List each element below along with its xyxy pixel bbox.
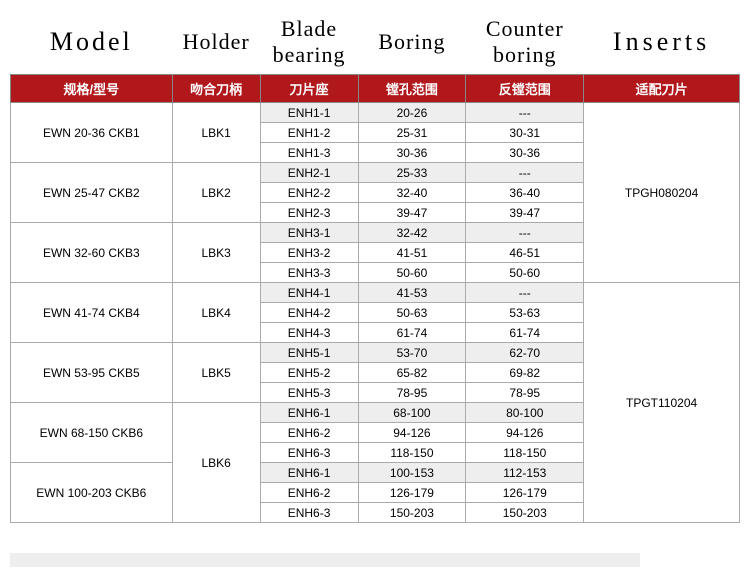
blade-cell: ENH6-1 xyxy=(260,463,358,483)
blade-cell: ENH3-2 xyxy=(260,243,358,263)
counter-cell: 112-153 xyxy=(466,463,584,483)
blade-cell: ENH6-3 xyxy=(260,443,358,463)
counter-cell: 94-126 xyxy=(466,423,584,443)
boring-cell: 61-74 xyxy=(358,323,466,343)
counter-cell: 39-47 xyxy=(466,203,584,223)
boring-cell: 41-53 xyxy=(358,283,466,303)
boring-cell: 32-40 xyxy=(358,183,466,203)
holder-cell: LBK3 xyxy=(172,223,260,283)
blade-cell: ENH1-3 xyxy=(260,143,358,163)
table-row: EWN 20-36 CKB1LBK1ENH1-120-26---TPGH0802… xyxy=(11,103,740,123)
model-cell: EWN 41-74 CKB4 xyxy=(11,283,173,343)
boring-cell: 94-126 xyxy=(358,423,466,443)
counter-cell: 80-100 xyxy=(466,403,584,423)
boring-cell: 53-70 xyxy=(358,343,466,363)
boring-cell: 150-203 xyxy=(358,503,466,523)
counter-cell: --- xyxy=(466,283,584,303)
counter-cell: 62-70 xyxy=(466,343,584,363)
model-cell: EWN 53-95 CKB5 xyxy=(11,343,173,403)
counter-cell: 118-150 xyxy=(466,443,584,463)
boring-cell: 41-51 xyxy=(358,243,466,263)
blade-cell: ENH1-1 xyxy=(260,103,358,123)
blade-cell: ENH2-2 xyxy=(260,183,358,203)
counter-cell: --- xyxy=(466,163,584,183)
table-row: EWN 41-74 CKB4LBK4ENH4-141-53---TPGT1102… xyxy=(11,283,740,303)
counter-cell: 36-40 xyxy=(466,183,584,203)
blade-cell: ENH6-1 xyxy=(260,403,358,423)
model-cell: EWN 20-36 CKB1 xyxy=(11,103,173,163)
col-blade-cn: 刀片座 xyxy=(260,75,358,103)
holder-cell: LBK2 xyxy=(172,163,260,223)
counter-cell: 30-36 xyxy=(466,143,584,163)
spec-table: Model Holder Blade bearing Boring Counte… xyxy=(10,10,740,523)
counter-cell: 53-63 xyxy=(466,303,584,323)
blade-cell: ENH4-3 xyxy=(260,323,358,343)
footer-bar xyxy=(10,553,640,567)
counter-cell: 69-82 xyxy=(466,363,584,383)
boring-cell: 39-47 xyxy=(358,203,466,223)
header-row-cn: 规格/型号 吻合刀柄 刀片座 镗孔范围 反镗范围 适配刀片 xyxy=(11,75,740,103)
col-inserts-en: Inserts xyxy=(584,10,740,75)
holder-cell: LBK6 xyxy=(172,403,260,523)
col-blade-en: Blade bearing xyxy=(260,10,358,75)
counter-cell: --- xyxy=(466,223,584,243)
boring-cell: 100-153 xyxy=(358,463,466,483)
boring-cell: 25-31 xyxy=(358,123,466,143)
col-counter-cn: 反镗范围 xyxy=(466,75,584,103)
boring-cell: 68-100 xyxy=(358,403,466,423)
table-body: EWN 20-36 CKB1LBK1ENH1-120-26---TPGH0802… xyxy=(11,103,740,523)
boring-cell: 25-33 xyxy=(358,163,466,183)
col-boring-en: Boring xyxy=(358,10,466,75)
counter-cell: 50-60 xyxy=(466,263,584,283)
boring-cell: 30-36 xyxy=(358,143,466,163)
col-counter-en: Counter boring xyxy=(466,10,584,75)
blade-cell: ENH3-3 xyxy=(260,263,358,283)
boring-cell: 126-179 xyxy=(358,483,466,503)
boring-cell: 65-82 xyxy=(358,363,466,383)
boring-cell: 50-63 xyxy=(358,303,466,323)
counter-cell: 30-31 xyxy=(466,123,584,143)
boring-cell: 50-60 xyxy=(358,263,466,283)
counter-cell: 78-95 xyxy=(466,383,584,403)
counter-cell: 150-203 xyxy=(466,503,584,523)
col-inserts-cn: 适配刀片 xyxy=(584,75,740,103)
boring-cell: 118-150 xyxy=(358,443,466,463)
col-holder-en: Holder xyxy=(172,10,260,75)
counter-cell: 61-74 xyxy=(466,323,584,343)
blade-cell: ENH5-1 xyxy=(260,343,358,363)
col-boring-cn: 镗孔范围 xyxy=(358,75,466,103)
model-cell: EWN 32-60 CKB3 xyxy=(11,223,173,283)
blade-cell: ENH2-3 xyxy=(260,203,358,223)
counter-cell: 126-179 xyxy=(466,483,584,503)
model-cell: EWN 25-47 CKB2 xyxy=(11,163,173,223)
counter-cell: --- xyxy=(466,103,584,123)
blade-cell: ENH6-3 xyxy=(260,503,358,523)
blade-cell: ENH5-3 xyxy=(260,383,358,403)
holder-cell: LBK5 xyxy=(172,343,260,403)
blade-cell: ENH1-2 xyxy=(260,123,358,143)
blade-cell: ENH6-2 xyxy=(260,483,358,503)
col-model-cn: 规格/型号 xyxy=(11,75,173,103)
inserts-cell: TPGH080204 xyxy=(584,103,740,283)
blade-cell: ENH4-2 xyxy=(260,303,358,323)
inserts-cell: TPGT110204 xyxy=(584,283,740,523)
blade-cell: ENH6-2 xyxy=(260,423,358,443)
blade-cell: ENH3-1 xyxy=(260,223,358,243)
header-row-en: Model Holder Blade bearing Boring Counte… xyxy=(11,10,740,75)
boring-cell: 32-42 xyxy=(358,223,466,243)
col-model-en: Model xyxy=(11,10,173,75)
boring-cell: 78-95 xyxy=(358,383,466,403)
model-cell: EWN 68-150 CKB6 xyxy=(11,403,173,463)
holder-cell: LBK1 xyxy=(172,103,260,163)
boring-cell: 20-26 xyxy=(358,103,466,123)
col-holder-cn: 吻合刀柄 xyxy=(172,75,260,103)
counter-cell: 46-51 xyxy=(466,243,584,263)
blade-cell: ENH2-1 xyxy=(260,163,358,183)
model-cell: EWN 100-203 CKB6 xyxy=(11,463,173,523)
blade-cell: ENH4-1 xyxy=(260,283,358,303)
holder-cell: LBK4 xyxy=(172,283,260,343)
blade-cell: ENH5-2 xyxy=(260,363,358,383)
